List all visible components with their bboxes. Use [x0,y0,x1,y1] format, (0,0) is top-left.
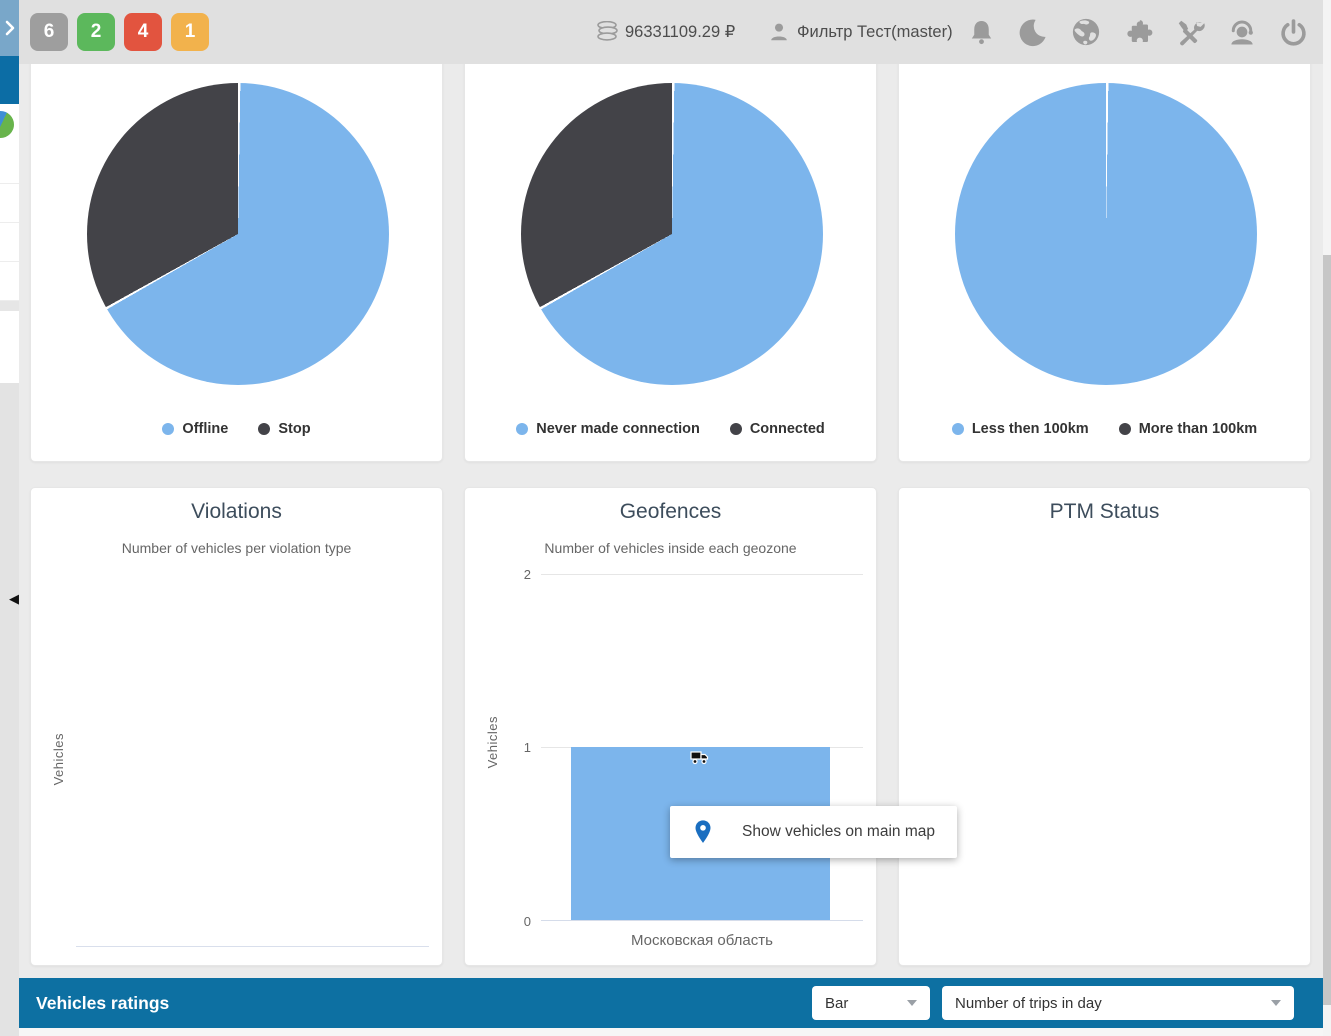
sidebar-menu-item[interactable] [0,184,19,223]
top-bar: 6 2 4 1 96331109.29 ₽ Фильтр Тест(master… [0,0,1323,64]
pie-chart-mileage[interactable] [955,83,1257,385]
legend-dot [951,423,964,435]
y-tick-label: 2 [523,567,531,582]
legend-item-stop[interactable]: Stop [258,421,311,437]
y-axis-label: Vehicles [51,733,66,786]
y-axis-label: Vehicles [485,716,500,769]
collapsed-sidebar [0,0,19,1036]
menu-item-label: Show vehicles on main map [742,823,935,840]
content-below-strip [19,1028,1323,1036]
legend-item-more-than-100km[interactable]: More than 100km [1118,421,1258,437]
user-name: Фильтр Тест(master) [797,22,953,41]
card-subtitle: Number of vehicles per violation type [121,540,352,556]
chart-type-select[interactable]: Bar [812,986,930,1020]
sidebar-menu-item[interactable] [0,223,19,262]
vehicles-ratings-bar: Vehicles ratings Bar Number of trips in … [19,978,1323,1028]
sidebar-logo [0,104,19,145]
violations-card: Violations Number of vehicles per violat… [30,487,443,966]
sidebar-expand-strip[interactable] [0,0,19,56]
legend-dot [1118,423,1131,435]
legend-label: More than 100km [1138,421,1258,437]
legend-label: Never made connection [536,421,700,437]
x-axis-line [76,946,429,947]
vertical-scrollbar [1323,0,1331,1036]
legend-item-offline[interactable]: Offline [162,421,228,437]
chevron-down-icon [1271,1000,1281,1006]
y-tick-label: 1 [523,740,531,755]
badge-green-count[interactable]: 2 [77,13,115,51]
sidebar-header-strip [0,56,19,104]
legend-item-less-then-100km[interactable]: Less then 100km [951,421,1089,437]
sidebar-menu-strip-lower [0,311,19,383]
panel-collapse-arrow-icon[interactable]: ◀ [9,591,19,606]
legend: Never made connection Connected [465,421,876,437]
badge-orange-count[interactable]: 1 [171,13,209,51]
pie-chart-offline-stop[interactable] [87,83,389,385]
legend: Offline Stop [31,421,442,437]
legend-dot [258,423,271,435]
section-title: Vehicles ratings [36,992,170,1013]
ptm-status-card: PTM Status [898,487,1311,966]
x-category-label: Московская область [631,932,773,949]
legend-label: Less then 100km [971,421,1089,437]
language-globe-icon[interactable] [1070,17,1101,48]
geofences-card: Geofences Number of vehicles inside each… [464,487,877,966]
x-axis-line [541,920,863,921]
selected-metric: Number of trips in day [955,994,1102,1012]
card-title: Geofences [619,500,722,523]
chevron-down-icon [907,1000,917,1006]
card-title: PTM Status [1049,500,1160,523]
plugins-icon[interactable] [1122,17,1153,48]
sidebar-menu-item[interactable] [0,145,19,184]
metric-select[interactable]: Number of trips in day [942,986,1294,1020]
card-title: Violations [191,500,282,523]
sidebar-separator [0,301,19,311]
plot-area [541,574,863,921]
tools-icon[interactable] [1174,17,1205,48]
sidebar-empty-strip [0,383,19,1036]
badge-red-count[interactable]: 4 [124,13,162,51]
chevron-right-icon [5,20,14,36]
legend-dot [516,423,529,435]
pie-card-connection-history: Never made connection Connected [464,34,877,462]
legend-label: Stop [278,421,311,437]
coins-icon [597,21,618,41]
logo-icon [0,111,14,138]
night-mode-icon[interactable] [1018,17,1049,48]
logout-icon[interactable] [1278,17,1309,48]
account-balance[interactable]: 96331109.29 ₽ [596,0,735,64]
balance-value: 96331109.29 ₽ [625,23,736,41]
location-pin-icon [695,820,711,843]
scrollbar-thumb[interactable] [1323,255,1331,1005]
y-tick-label: 0 [523,914,531,929]
legend-item-never-made-connection[interactable]: Never made connection [516,421,700,437]
gridline [541,574,863,575]
support-icon[interactable] [1226,17,1257,48]
topbar-actions [966,0,1309,64]
legend-item-connected[interactable]: Connected [729,421,825,437]
legend-label: Connected [749,421,825,437]
legend-dot [729,423,742,435]
pie-card-mileage: Less then 100km More than 100km [898,34,1311,462]
truck-cursor-icon [690,751,709,770]
notifications-icon[interactable] [966,17,997,48]
pie-card-connection-state: Offline Stop [30,34,443,462]
legend-dot [162,423,175,435]
pie-chart-connection[interactable] [521,83,823,385]
badge-gray-count[interactable]: 6 [30,13,68,51]
selected-chart-type: Bar [825,994,849,1012]
card-subtitle: Number of vehicles inside each geozone [544,540,797,556]
sidebar-menu-strip [0,145,19,301]
user-icon [771,23,787,41]
user-menu[interactable]: Фильтр Тест(master) [768,0,953,64]
legend: Less then 100km More than 100km [899,421,1310,437]
sidebar-menu-item[interactable] [0,262,19,301]
show-on-map-menu-item[interactable]: Show vehicles on main map [670,806,957,858]
status-badges: 6 2 4 1 [30,13,209,51]
legend-label: Offline [182,421,229,437]
